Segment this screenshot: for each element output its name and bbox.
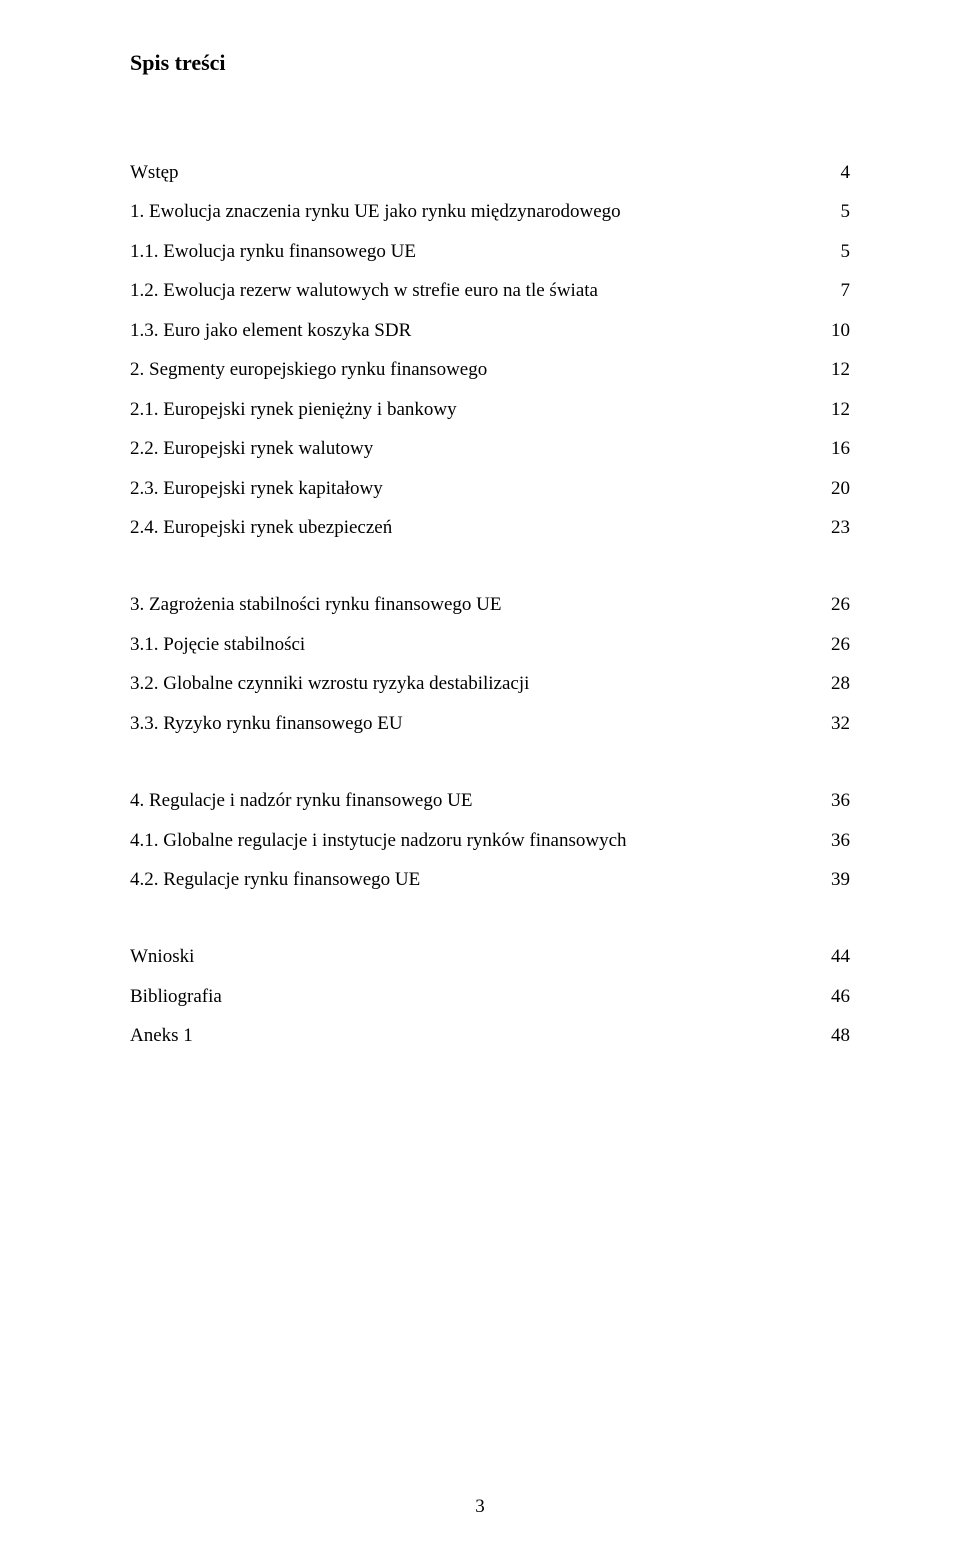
toc-entry: 3.1. Pojęcie stabilności 26	[130, 630, 850, 659]
toc-entry: 2.4. Europejski rynek ubezpieczeń 23	[130, 513, 850, 542]
toc-entry: Aneks 1 48	[130, 1021, 850, 1050]
toc-entry-label: 3.2. Globalne czynniki wzrostu ryzyka de…	[130, 669, 529, 698]
toc-entry-page: 12	[818, 395, 850, 424]
toc-entry-page: 44	[818, 942, 850, 971]
document-page: Spis treści Wstęp 4 1. Ewolucja znaczenia …	[0, 0, 960, 1568]
toc-entry: 4.2. Regulacje rynku finansowego UE 39	[130, 865, 850, 894]
toc-entry-page: 46	[818, 982, 850, 1011]
toc-entry: 3.2. Globalne czynniki wzrostu ryzyka de…	[130, 669, 850, 698]
toc-entry: 2. Segmenty europejskiego rynku finansow…	[130, 355, 850, 384]
toc-entry-page: 32	[818, 709, 850, 738]
toc-entry: 1.2. Ewolucja rezerw walutowych w strefi…	[130, 276, 850, 305]
toc-entry: 3. Zagrożenia stabilności rynku finansow…	[130, 590, 850, 619]
toc-entry-page: 20	[818, 474, 850, 503]
toc-entry-label: Bibliografia	[130, 982, 222, 1011]
toc-entry: 2.3. Europejski rynek kapitałowy 20	[130, 474, 850, 503]
toc-entry-label: Wnioski	[130, 942, 194, 971]
toc-heading: Spis treści	[130, 50, 850, 76]
toc-entry-label: 2. Segmenty europejskiego rynku finansow…	[130, 355, 487, 384]
toc-entry-label: 4.2. Regulacje rynku finansowego UE	[130, 865, 420, 894]
toc-entry: 2.2. Europejski rynek walutowy 16	[130, 434, 850, 463]
toc-section: Wnioski 44 Bibliografia 46 Aneks 1 48	[130, 942, 850, 1050]
toc-entry: 1.1. Ewolucja rynku finansowego UE 5	[130, 237, 850, 266]
toc-entry-page: 39	[818, 865, 850, 894]
toc-entry: Bibliografia 46	[130, 982, 850, 1011]
toc-section: Wstęp 4 1. Ewolucja znaczenia rynku UE jak…	[130, 158, 850, 542]
toc-entry-page: 23	[818, 513, 850, 542]
toc-section: 4. Regulacje i nadzór rynku finansowego …	[130, 786, 850, 894]
toc-entry-label: 3. Zagrożenia stabilności rynku finansow…	[130, 590, 501, 619]
toc-entry-page: 12	[818, 355, 850, 384]
toc-entry: 1. Ewolucja znaczenia rynku UE jako rynk…	[130, 197, 850, 226]
toc-entry-label: 4. Regulacje i nadzór rynku finansowego …	[130, 786, 472, 815]
toc-entry-page: 4	[818, 158, 850, 187]
toc-entry-label: 3.3. Ryzyko rynku finansowego EU	[130, 709, 403, 738]
toc-entry-page: 48	[818, 1021, 850, 1050]
toc-entry-page: 36	[818, 786, 850, 815]
toc-entry-page: 26	[818, 590, 850, 619]
toc-entry-label: 3.1. Pojęcie stabilności	[130, 630, 305, 659]
toc-entry-page: 16	[818, 434, 850, 463]
toc-section: 3. Zagrożenia stabilności rynku finansow…	[130, 590, 850, 738]
toc-entry-page: 36	[818, 826, 850, 855]
toc-entry: Wnioski 44	[130, 942, 850, 971]
toc-entry: 1.3. Euro jako element koszyka SDR 10	[130, 316, 850, 345]
toc-entry-label: 1.1. Ewolucja rynku finansowego UE	[130, 237, 416, 266]
toc-entry-page: 7	[818, 276, 850, 305]
toc-entry-label: Wstęp	[130, 158, 179, 187]
page-number: 3	[0, 1496, 960, 1518]
toc-entry-label: 2.1. Europejski rynek pieniężny i bankow…	[130, 395, 457, 424]
toc-entry-page: 5	[818, 197, 850, 226]
toc-entry-label: 1.2. Ewolucja rezerw walutowych w strefi…	[130, 276, 598, 305]
toc-entry-label: 1.3. Euro jako element koszyka SDR	[130, 316, 411, 345]
toc-entry-label: Aneks 1	[130, 1021, 193, 1050]
toc-entry-page: 26	[818, 630, 850, 659]
toc-entry-label: 1. Ewolucja znaczenia rynku UE jako rynk…	[130, 197, 621, 226]
toc-entry-page: 28	[818, 669, 850, 698]
toc-entry: 2.1. Europejski rynek pieniężny i bankow…	[130, 395, 850, 424]
toc-entry: 4. Regulacje i nadzór rynku finansowego …	[130, 786, 850, 815]
toc-entry-page: 5	[818, 237, 850, 266]
toc-entry: Wstęp 4	[130, 158, 850, 187]
toc-entry-label: 4.1. Globalne regulacje i instytucje nad…	[130, 826, 627, 855]
toc-entry: 3.3. Ryzyko rynku finansowego EU 32	[130, 709, 850, 738]
toc-body: Wstęp 4 1. Ewolucja znaczenia rynku UE jak…	[130, 158, 850, 1051]
toc-entry-page: 10	[818, 316, 850, 345]
toc-entry-label: 2.2. Europejski rynek walutowy	[130, 434, 373, 463]
toc-entry-label: 2.4. Europejski rynek ubezpieczeń	[130, 513, 392, 542]
toc-entry-label: 2.3. Europejski rynek kapitałowy	[130, 474, 383, 503]
toc-entry: 4.1. Globalne regulacje i instytucje nad…	[130, 826, 850, 855]
